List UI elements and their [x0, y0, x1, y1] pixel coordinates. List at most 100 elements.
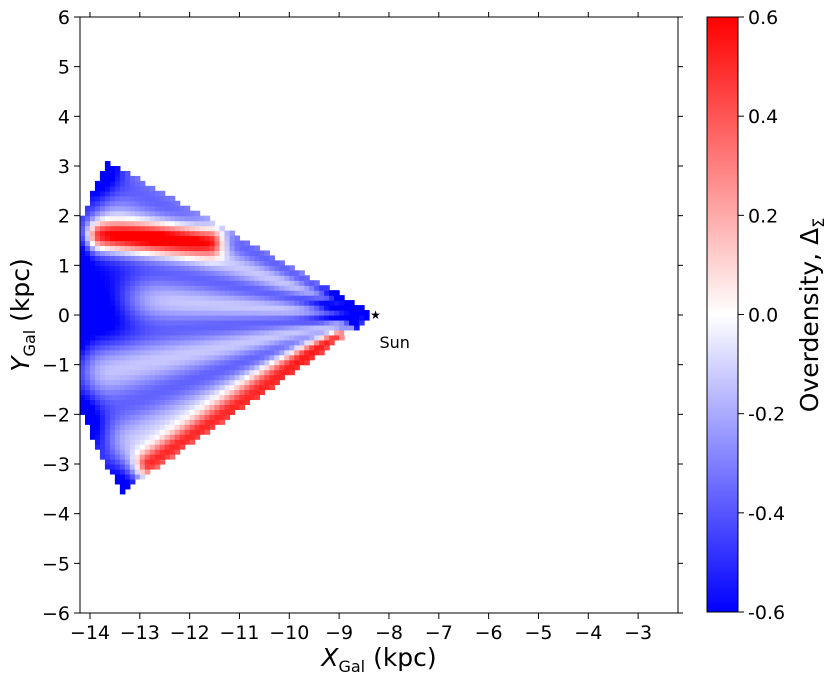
heatmap-cell — [194, 354, 201, 361]
heatmap-cell — [104, 270, 111, 276]
heatmap-cell — [239, 374, 246, 381]
heatmap-cell — [229, 374, 236, 381]
heatmap-cell — [284, 324, 290, 331]
heatmap-cell — [119, 379, 126, 386]
heatmap-cell — [144, 280, 151, 286]
heatmap-cell — [159, 210, 166, 217]
heatmap-cell — [194, 339, 201, 346]
heatmap-cell — [114, 260, 121, 266]
heatmap-cell — [229, 235, 236, 242]
heatmap-cell — [184, 260, 191, 266]
heatmap-cell — [234, 275, 241, 281]
heatmap-cell — [99, 349, 106, 356]
heatmap-cell — [119, 439, 126, 445]
heatmap-cell — [124, 319, 131, 326]
heatmap-cell — [89, 344, 96, 351]
heatmap-cell — [329, 305, 335, 311]
heatmap-cell — [239, 265, 246, 271]
heatmap-cell — [169, 389, 176, 396]
heatmap-cell — [144, 300, 151, 306]
heatmap-cell — [219, 300, 226, 306]
heatmap-cell — [329, 334, 335, 341]
heatmap-cell — [184, 315, 191, 321]
heatmap-cell — [164, 319, 171, 326]
heatmap-cell — [164, 404, 171, 410]
heatmap-cell — [294, 310, 300, 316]
heatmap-cell — [194, 394, 201, 401]
heatmap-cell — [99, 324, 106, 331]
heatmap-cell — [109, 270, 116, 276]
heatmap-cell — [194, 255, 201, 261]
heatmap-cell — [184, 439, 191, 445]
heatmap-cell — [119, 200, 126, 207]
heatmap-cell — [189, 305, 196, 311]
heatmap-cell — [249, 305, 256, 311]
heatmap-cell — [144, 245, 151, 252]
heatmap-cell — [94, 324, 101, 331]
heatmap-cell — [249, 394, 256, 401]
heatmap-cell — [134, 260, 141, 266]
heatmap-cell — [179, 404, 186, 410]
heatmap-cell — [84, 394, 91, 401]
heatmap-cell — [204, 225, 211, 232]
heatmap-cell — [154, 200, 161, 207]
heatmap-cell — [80, 315, 86, 321]
heatmap-cell — [364, 310, 370, 316]
heatmap-cell — [189, 394, 196, 401]
heatmap-cell — [94, 270, 101, 276]
heatmap-cell — [179, 275, 186, 281]
heatmap-cell — [164, 195, 171, 202]
heatmap-cell — [254, 275, 260, 281]
heatmap-cell — [134, 185, 141, 192]
heatmap-cell — [134, 190, 141, 197]
heatmap-cell — [124, 300, 131, 306]
heatmap-cell — [80, 235, 86, 242]
heatmap-cell — [109, 424, 116, 430]
heatmap-cell — [84, 349, 91, 356]
heatmap-cell — [109, 240, 116, 247]
heatmap-cell — [169, 240, 176, 247]
heatmap-cell — [184, 205, 191, 212]
heatmap-cell — [94, 190, 101, 197]
heatmap-cell — [259, 339, 265, 346]
heatmap-cell — [164, 339, 171, 346]
heatmap-cell — [209, 419, 216, 425]
heatmap-cell — [314, 290, 320, 296]
heatmap-cell — [94, 379, 101, 386]
heatmap-cell — [109, 354, 116, 361]
heatmap-cell — [139, 270, 146, 276]
heatmap-cell — [189, 329, 196, 336]
heatmap-cell — [124, 225, 131, 232]
heatmap-cell — [334, 315, 340, 321]
heatmap-cell — [294, 280, 300, 286]
heatmap-cell — [329, 329, 335, 336]
heatmap-cell — [269, 270, 275, 276]
heatmap-cell — [124, 439, 131, 445]
heatmap-cell — [149, 195, 156, 202]
heatmap-cell — [114, 374, 121, 381]
heatmap-cell — [219, 225, 226, 232]
heatmap-cell — [199, 295, 206, 301]
heatmap-cell — [224, 384, 231, 391]
heatmap-cell — [319, 285, 325, 291]
heatmap-cell — [204, 245, 211, 252]
heatmap-cell — [104, 424, 111, 430]
heatmap-cell — [84, 310, 91, 316]
heatmap-cell — [119, 290, 126, 296]
heatmap-cell — [184, 369, 191, 376]
heatmap-cell — [189, 225, 196, 232]
heatmap-cell — [329, 290, 335, 296]
heatmap-cell — [89, 265, 96, 271]
heatmap-cell — [209, 285, 216, 291]
heatmap-cell — [174, 399, 181, 405]
heatmap-cell — [89, 225, 96, 232]
heatmap-cell — [259, 295, 265, 301]
heatmap-cell — [239, 310, 246, 316]
heatmap-cell — [229, 295, 236, 301]
heatmap-cell — [199, 369, 206, 376]
heatmap-cell — [124, 210, 131, 217]
heatmap-cell — [184, 354, 191, 361]
heatmap-cell — [234, 344, 241, 351]
heatmap-cell — [189, 260, 196, 266]
